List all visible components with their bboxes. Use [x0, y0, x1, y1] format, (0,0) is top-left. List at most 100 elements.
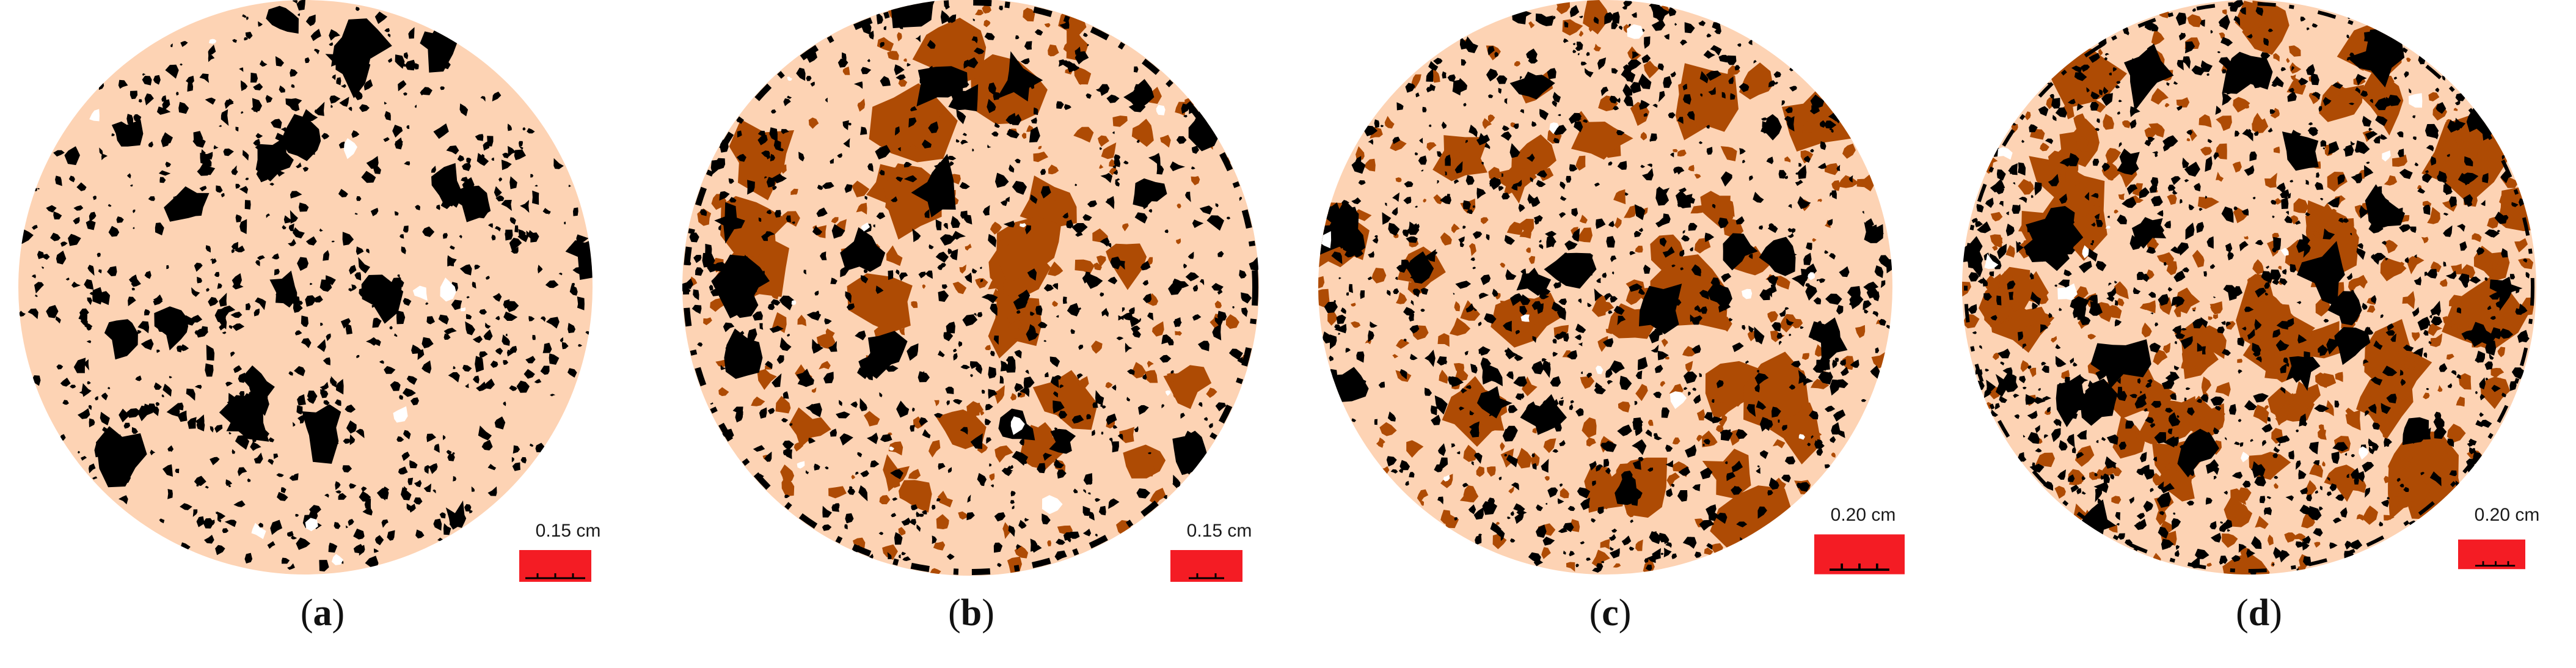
aggregate-particle: [1440, 510, 1451, 524]
pore: [1610, 546, 1614, 551]
pore: [1531, 196, 1541, 207]
pore: [1830, 192, 1833, 197]
pore: [356, 7, 360, 11]
pore: [1763, 125, 1770, 134]
pore: [1839, 266, 1850, 277]
pore: [530, 174, 534, 178]
pore: [1541, 358, 1547, 362]
pore: [1478, 133, 1491, 144]
pore: [2195, 548, 2209, 559]
pore: [957, 85, 963, 94]
pore: [2153, 222, 2164, 239]
caption-b: (b): [948, 592, 994, 634]
pore: [1134, 426, 1139, 432]
pore: [2025, 394, 2037, 405]
pore: [2456, 307, 2461, 314]
pore: [301, 338, 312, 348]
pore: [1009, 164, 1015, 173]
pore: [744, 254, 748, 258]
pore: [2274, 475, 2279, 479]
pore: [201, 149, 206, 155]
pore: [338, 189, 348, 197]
pore: [1402, 229, 1410, 238]
pore: [241, 80, 248, 91]
scale-bar-d: 0.20 cm: [2458, 505, 2556, 572]
pore: [1016, 310, 1021, 314]
pore: [401, 487, 412, 501]
pore: [1874, 265, 1884, 278]
pore: [1622, 5, 1627, 10]
pore: [1100, 292, 1104, 297]
pore: [225, 381, 233, 387]
pore: [1192, 145, 1199, 154]
pore: [1861, 398, 1867, 402]
pore: [2327, 197, 2340, 208]
pore: [2042, 396, 2051, 402]
pore: [542, 342, 552, 353]
pore: [471, 486, 475, 492]
aggregate-particle: [1052, 301, 1059, 307]
pore: [2067, 433, 2075, 448]
pore: [250, 72, 258, 83]
pore: [2473, 451, 2483, 465]
aggregate-particle: [985, 345, 991, 350]
pore: [266, 6, 299, 34]
aggregate-particle: [970, 49, 976, 54]
pore: [37, 188, 40, 190]
pore: [1563, 523, 1574, 532]
pore: [2449, 470, 2457, 477]
pore: [2157, 481, 2164, 490]
pore: [348, 519, 354, 526]
pore: [1520, 268, 1527, 276]
pore: [255, 133, 263, 139]
pore: [188, 204, 194, 210]
pore: [2451, 370, 2457, 376]
aggregate-particle: [1733, 397, 1745, 407]
pore: [2326, 338, 2339, 355]
aggregate-particle: [1566, 562, 1575, 572]
aggregate-particle: [2312, 205, 2318, 211]
pore: [888, 270, 894, 281]
pore: [228, 431, 232, 435]
pore: [288, 238, 296, 246]
pore: [1455, 281, 1472, 289]
aggregate-particle: [1714, 315, 1732, 332]
aggregate-particle: [990, 221, 1002, 235]
pore: [1024, 41, 1032, 50]
pore: [1593, 17, 1599, 24]
pore: [2129, 106, 2140, 117]
pore: [235, 435, 250, 450]
aggregate-particle: [2473, 152, 2478, 156]
pore: [1610, 255, 1617, 262]
pore: [2375, 116, 2388, 127]
pore: [2054, 284, 2057, 287]
pore: [371, 29, 379, 34]
pore: [911, 504, 918, 510]
pore: [494, 416, 506, 430]
aggregate-particle: [2073, 113, 2086, 130]
aggregate-particle: [2025, 111, 2031, 120]
pore: [450, 245, 455, 250]
pore: [1184, 430, 1196, 439]
aggregate-particle: [1449, 317, 1471, 336]
pore: [92, 476, 98, 480]
pore: [1123, 160, 1129, 164]
pore: [505, 301, 519, 312]
pore: [1037, 321, 1048, 328]
pore: [307, 395, 316, 404]
pore: [2344, 144, 2354, 157]
pore: [2412, 307, 2420, 317]
pore: [864, 196, 867, 200]
pore: [2160, 483, 2175, 494]
pore: [255, 260, 260, 266]
pore: [2170, 176, 2181, 185]
pore: [1054, 427, 1058, 431]
pore: [2175, 549, 2180, 557]
pore: [1659, 237, 1667, 247]
pore: [1594, 382, 1602, 389]
pore: [2446, 153, 2450, 157]
edge-rim: [1964, 2, 2534, 573]
pore: [191, 287, 200, 297]
pore: [447, 453, 455, 461]
pore: [2322, 262, 2326, 268]
